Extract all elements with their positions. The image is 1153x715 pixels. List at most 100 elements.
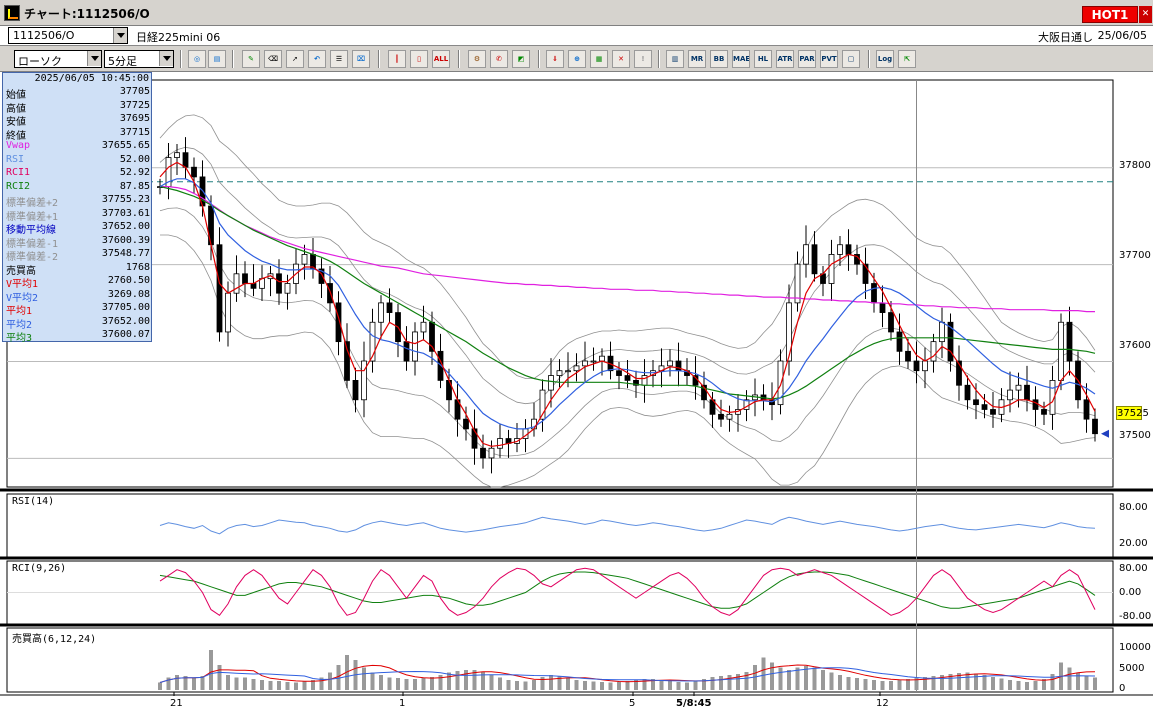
chart-delete-icon[interactable]: ✕ [612,50,630,68]
volume-bar [506,680,511,690]
chart-area[interactable] [0,72,1153,715]
x-axis-label: 21 [170,698,183,709]
mae-icon[interactable]: MAE [732,50,750,68]
volume-bar [413,679,417,690]
volume-bar [396,678,400,690]
download-icon[interactable]: ⇓ [546,50,564,68]
wrench-icon[interactable]: ✆ [490,50,508,68]
volume-bar [727,675,732,690]
notes-icon[interactable]: ☰ [330,50,348,68]
panel-frame [6,627,1114,693]
palette-icon[interactable]: ◩ [512,50,530,68]
pvt-icon[interactable]: PVT [820,50,838,68]
volume-bar [617,682,621,690]
volume-bar [889,681,893,690]
candle-body [786,302,792,362]
rci-label: -80.00 [1119,611,1152,622]
rci-panel-title: RCI(9,26) [12,563,67,574]
close-button[interactable]: ✕ [1139,6,1152,23]
volume-bar [183,676,188,690]
undo-icon[interactable]: ↶ [308,50,326,68]
magnifier-icon[interactable]: ◎ [188,50,206,68]
candle-body [616,370,622,376]
candle-body [930,341,937,362]
bollinger-band-line [159,146,1096,405]
candle-body [777,360,784,406]
info-icon[interactable]: ! [634,50,652,68]
candle-body [905,350,911,362]
volume-bar [999,678,1004,690]
cursor-icon[interactable]: ➚ [286,50,304,68]
info-bar: 1112506/O 日経225mini 06 大阪日通し 25/06/05 [0,26,1153,46]
volume-bar [285,682,290,690]
eraser-icon[interactable]: ⌫ [264,50,282,68]
data-window-value: 52.92 [119,167,150,178]
chart-type-select[interactable]: ローソク [14,50,102,68]
log-icon[interactable]: Log [876,50,894,68]
volume-bar [804,666,808,690]
box-icon[interactable]: ▢ [842,50,860,68]
volume-bar [200,676,205,690]
candle-body [599,355,605,362]
bb-icon[interactable]: BB [710,50,728,68]
hl-icon[interactable]: HL [754,50,772,68]
chart-canvas[interactable] [0,72,1153,715]
volume-bar [974,673,978,690]
zoom-icon[interactable]: ⊕ [568,50,586,68]
volume-bar [243,677,247,690]
volume-bar [294,682,298,690]
volume-bar [634,680,638,690]
candle-body [556,370,563,376]
last-price-tag: 37525 [1116,406,1149,420]
candle-body [1058,321,1064,381]
data-window-row: 移動平均線 37652.00 [6,221,150,236]
candle-style-icon[interactable]: ▯ [410,50,428,68]
ma-icon[interactable]: ▥ [666,50,684,68]
candle-body [964,384,971,401]
export-icon[interactable]: ⇱ [898,50,916,68]
data-window-label: 売買高 [6,265,36,277]
ma-long-line [159,186,1096,400]
volume-bar [192,677,196,690]
symbol-combo[interactable]: 1112506/O [8,27,128,44]
volume-bar [1084,676,1089,690]
data-window-value: 3269.08 [107,288,150,300]
all-label-icon[interactable]: ALL [432,50,450,68]
data-window-label: 移動平均線 [6,225,56,236]
candle-body [1083,399,1090,420]
volume-bar [965,672,970,690]
chevron-down-icon[interactable] [87,51,101,66]
volume-bar [311,680,315,690]
volume-bar [336,665,341,690]
data-window-value: 37548.77 [101,248,150,259]
volume-bar [863,679,868,690]
data-window-value: 52.00 [119,153,150,165]
bar-style-icon[interactable]: ┃ [388,50,406,68]
settings-icon[interactable]: ⚙ [468,50,486,68]
data-window-label: 高値 [6,103,26,115]
pr-icon[interactable]: PAR [798,50,816,68]
volume-bar [1093,677,1097,690]
chevron-down-icon[interactable] [113,28,127,43]
volume-bar [957,673,961,690]
data-window-row: 標準偏差-2 37548.77 [6,248,150,263]
data-window-row: 標準偏差-1 37600.39 [6,235,150,250]
data-window-row: V平均1 2760.50 [6,275,150,290]
rci-label: 80.00 [1119,563,1148,574]
data-window-datetime: 2025/06/05 10:45:00 [34,73,149,84]
bollinger-band-line [160,234,1096,488]
data-window-row: 平均2 37652.00 [6,316,150,331]
trash-icon[interactable]: ⌧ [352,50,370,68]
mr-icon[interactable]: MR [688,50,706,68]
hot-badge[interactable]: HOT1 [1082,6,1138,23]
data-window-label: Vwap [6,140,31,151]
chart-add-icon[interactable]: ▦ [590,50,608,68]
volume-bar [1042,679,1046,690]
atr-icon[interactable]: ATR [776,50,794,68]
interval-select[interactable]: 5分足 [104,50,174,68]
candle-body [1049,380,1056,415]
chevron-down-icon[interactable] [159,51,173,66]
pen-icon[interactable]: ✎ [242,50,260,68]
window-icon[interactable]: ▤ [208,50,226,68]
candle-body [1066,321,1073,362]
